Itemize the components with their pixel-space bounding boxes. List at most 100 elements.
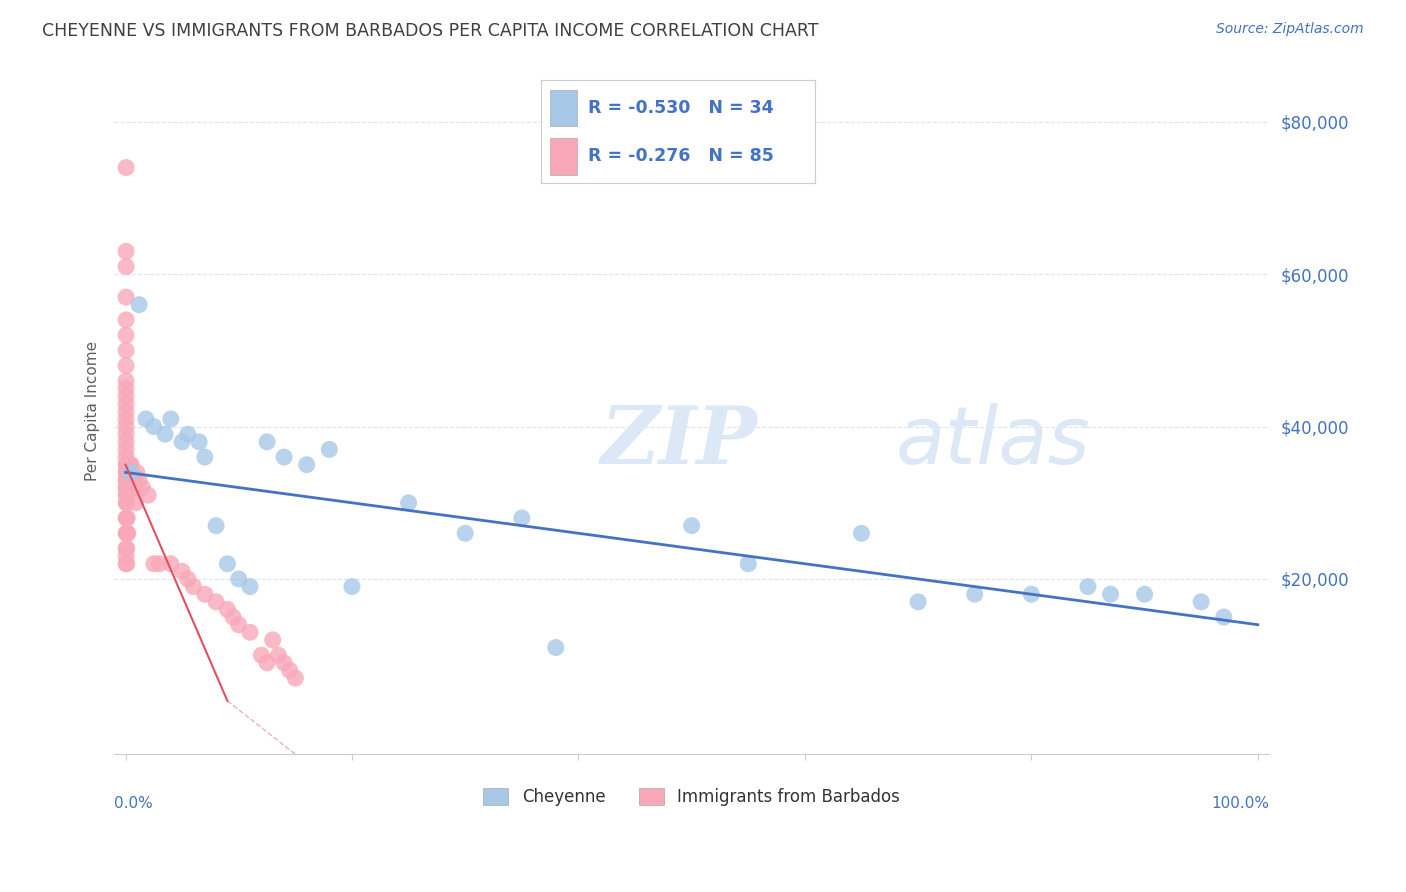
Point [239,625,262,640]
Point [115,290,138,304]
Text: ZIP: ZIP [600,403,758,481]
Point [148,557,170,571]
Point [115,374,138,388]
Point [115,397,138,411]
Point [1077,580,1099,594]
Point [183,580,205,594]
Point [115,466,138,480]
Point [1099,587,1122,601]
Point [115,473,138,487]
Point [115,511,138,525]
Point [118,458,141,472]
Point [115,450,138,464]
Point [273,656,295,670]
Legend: Cheyenne, Immigrants from Barbados: Cheyenne, Immigrants from Barbados [475,780,908,814]
Point [115,382,138,396]
Point [194,450,217,464]
Point [122,473,145,487]
Point [115,526,138,541]
Text: R = -0.530   N = 34: R = -0.530 N = 34 [588,99,773,117]
Point [228,617,250,632]
Point [115,359,138,373]
Point [115,161,138,175]
Point [117,481,139,495]
Point [510,511,533,525]
Point [115,541,138,556]
Point [194,587,217,601]
Point [128,298,150,312]
Point [256,434,278,449]
Point [295,458,318,472]
Point [120,466,142,480]
Point [125,496,148,510]
Point [118,466,141,480]
Point [115,442,138,457]
Point [115,511,138,525]
Point [1021,587,1043,601]
Point [250,648,273,662]
Point [115,481,138,495]
Point [124,481,146,495]
Point [267,648,290,662]
Point [135,412,157,426]
Text: 100.0%: 100.0% [1211,797,1270,811]
Point [120,466,142,480]
Point [278,664,301,678]
Point [851,526,873,541]
Text: CHEYENNE VS IMMIGRANTS FROM BARBADOS PER CAPITA INCOME CORRELATION CHART: CHEYENNE VS IMMIGRANTS FROM BARBADOS PER… [42,22,818,40]
Point [318,442,340,457]
Text: atlas: atlas [896,403,1090,481]
Point [115,313,138,327]
FancyBboxPatch shape [550,89,576,127]
Point [177,427,200,442]
Point [239,580,262,594]
Point [115,419,138,434]
Point [115,496,138,510]
Point [115,458,138,472]
Point [115,511,138,525]
Point [142,557,165,571]
Point [115,526,138,541]
Point [128,473,150,487]
Point [217,602,239,616]
Point [120,458,142,472]
Point [737,557,759,571]
Text: R = -0.276   N = 85: R = -0.276 N = 85 [588,147,773,165]
Point [115,557,138,571]
Point [115,488,138,502]
Point [125,466,148,480]
Point [217,557,239,571]
Point [177,572,200,586]
Point [115,473,138,487]
Point [115,541,138,556]
Point [115,488,138,502]
Point [273,450,295,464]
Point [118,466,141,480]
Point [115,427,138,442]
Point [115,434,138,449]
Point [115,488,138,502]
Point [136,488,159,502]
Point [172,434,194,449]
Point [118,458,141,472]
Point [117,526,139,541]
Point [1133,587,1156,601]
Point [228,572,250,586]
Point [115,473,138,487]
Point [262,632,284,647]
Point [115,466,138,480]
Point [115,404,138,418]
Point [117,473,139,487]
Point [115,328,138,343]
Point [159,412,181,426]
Point [188,434,211,449]
Text: 0.0%: 0.0% [114,797,153,811]
Point [1189,595,1212,609]
Point [118,473,141,487]
Point [115,389,138,403]
Point [115,466,138,480]
Point [115,496,138,510]
Point [205,518,228,533]
Point [115,458,138,472]
Point [284,671,307,685]
